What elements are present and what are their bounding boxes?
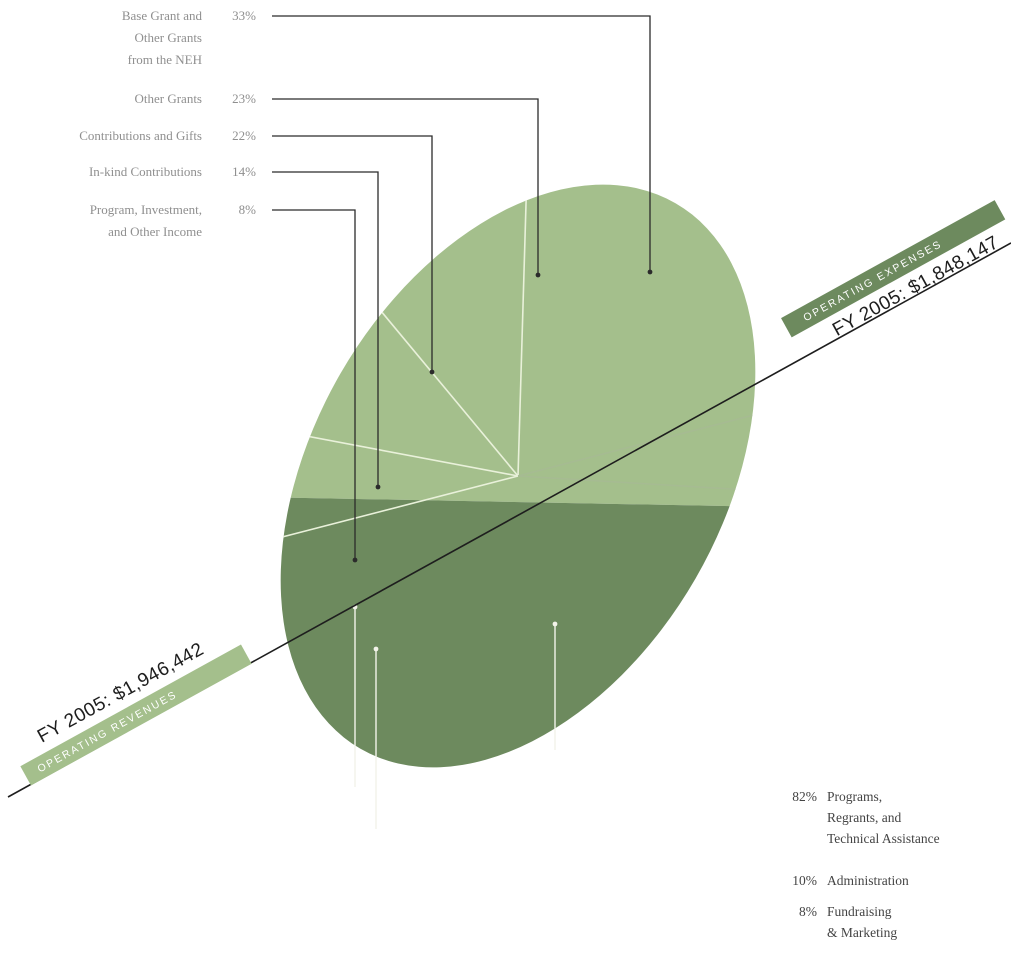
expense-label: Programs, xyxy=(827,789,882,804)
expense-leader-dot xyxy=(552,621,558,627)
expense-label: Technical Assistance xyxy=(827,831,940,846)
revenue-leader-dot xyxy=(429,369,435,375)
revenue-pct-label: 22% xyxy=(232,128,256,143)
expense-pct-label: 82% xyxy=(792,789,817,804)
revenue-label: In-kind Contributions xyxy=(89,164,202,179)
revenue-label: Other Grants xyxy=(134,30,202,45)
expense-label: Fundraising xyxy=(827,904,892,919)
revenue-leader-dot xyxy=(352,557,358,563)
revenue-label: from the NEH xyxy=(128,52,202,67)
revenue-leader-dot xyxy=(535,272,541,278)
revenue-leader-line xyxy=(272,135,433,372)
expenses-slice-divider xyxy=(517,299,854,477)
revenue-leader-dot xyxy=(647,269,653,275)
revenue-pct-label: 33% xyxy=(232,8,256,23)
revenue-leader-dot xyxy=(375,484,381,490)
revenues-banner: OPERATING REVENUES FY 2005: $1,946,442 xyxy=(20,639,252,786)
expense-label: Regrants, and xyxy=(827,810,901,825)
revenues-slice-divider xyxy=(182,345,519,477)
revenue-leader-line xyxy=(272,15,651,272)
expenses-slice-divider xyxy=(517,475,854,520)
revenue-label: and Other Income xyxy=(108,224,202,239)
revenue-label: Other Grants xyxy=(134,91,202,106)
expense-pct-label: 10% xyxy=(792,873,817,888)
expenses-banner: OPERATING EXPENSES FY 2005: $1,848,147 xyxy=(781,200,1006,341)
revenue-label: Base Grant and xyxy=(122,8,203,23)
revenue-pct-label: 23% xyxy=(232,91,256,106)
expense-pct-label: 8% xyxy=(799,904,817,919)
expense-leader-dot xyxy=(373,646,379,652)
revenue-leader-line xyxy=(272,171,379,487)
revenue-pct-label: 14% xyxy=(232,164,256,179)
revenue-leader-line xyxy=(272,209,356,560)
revenue-label: Program, Investment, xyxy=(90,202,202,217)
revenue-label: Contributions and Gifts xyxy=(79,128,202,143)
revenues-slice-divider xyxy=(182,475,519,653)
expense-label: Administration xyxy=(827,873,909,888)
expense-label: & Marketing xyxy=(827,925,897,940)
revenue-pct-label: 8% xyxy=(239,202,257,217)
revenue-leader-line xyxy=(272,98,539,275)
